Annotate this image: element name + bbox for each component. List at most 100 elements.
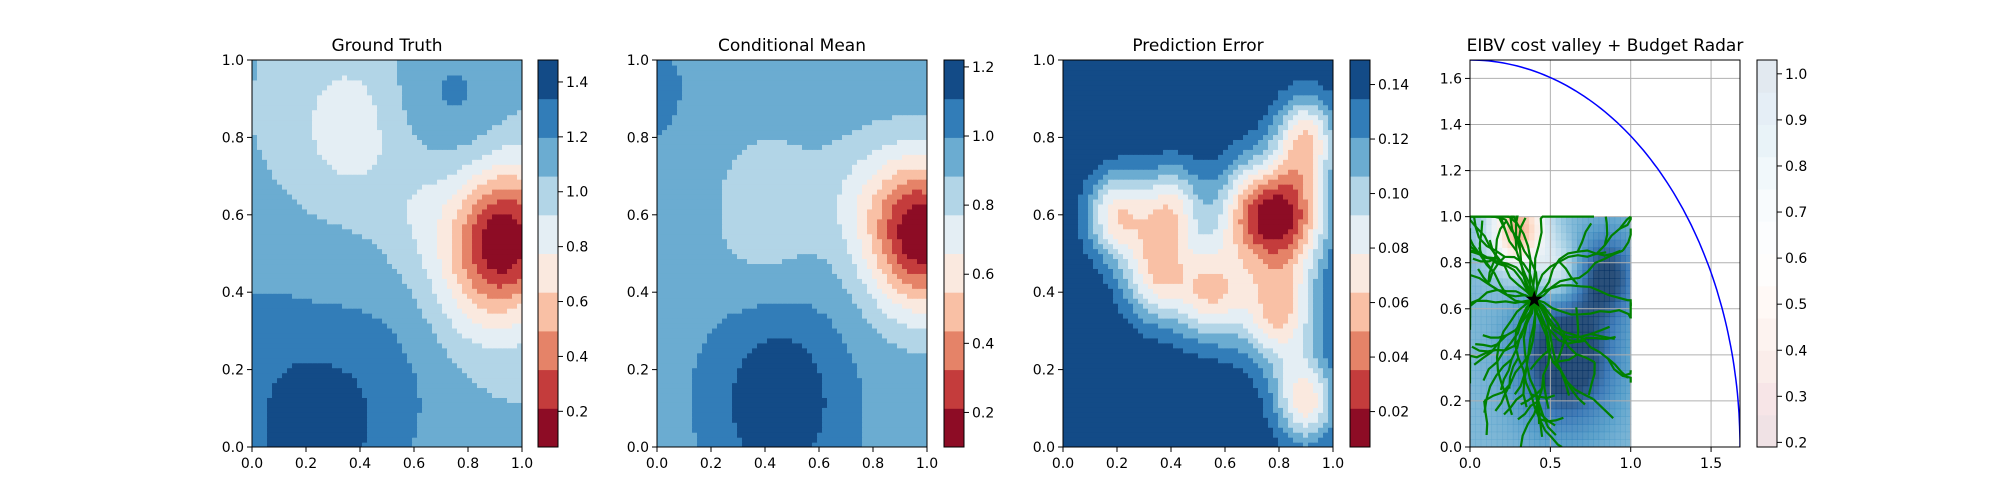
- heatmap-cell: [347, 139, 353, 145]
- heatmap-cell: [262, 79, 268, 86]
- heatmap-cell: [507, 382, 513, 389]
- heatmap-cell: [312, 268, 318, 274]
- heatmap-cell: [417, 298, 423, 304]
- heatmap-cell: [307, 198, 313, 205]
- heatmap-cell: [327, 377, 333, 384]
- heatmap-cell: [352, 174, 358, 180]
- heatmap-cell: [472, 437, 478, 443]
- heatmap-cell: [447, 60, 453, 66]
- heatmap-cell: [367, 263, 373, 269]
- heatmap-cell: [287, 154, 293, 160]
- heatmap-cell: [342, 198, 348, 205]
- heatmap-cell: [462, 223, 468, 230]
- heatmap-cell: [307, 174, 313, 180]
- heatmap-cell: [312, 164, 318, 170]
- heatmap-cell: [482, 422, 488, 428]
- heatmap-cell: [662, 397, 668, 403]
- heatmap-cell: [272, 352, 278, 359]
- heatmap-cell: [447, 99, 453, 106]
- heatmap-cell: [727, 407, 733, 413]
- heatmap-cell: [482, 268, 488, 274]
- heatmap-cell: [282, 60, 288, 66]
- heatmap-cell: [432, 119, 438, 126]
- heatmap-cell: [422, 382, 428, 389]
- heatmap-cell: [792, 382, 798, 389]
- heatmap-cell: [372, 213, 378, 220]
- heatmap-cell: [467, 387, 473, 394]
- heatmap-cell: [512, 332, 518, 339]
- heatmap-cell: [367, 382, 373, 389]
- heatmap-cell: [907, 427, 913, 433]
- heatmap-cell: [407, 159, 413, 165]
- heatmap-cell: [417, 69, 423, 76]
- heatmap-cell: [362, 94, 368, 101]
- heatmap-cell: [322, 89, 328, 96]
- heatmap-cell: [367, 392, 373, 398]
- heatmap-cell: [487, 278, 493, 284]
- heatmap-cell: [502, 213, 508, 220]
- heatmap-cell: [372, 109, 378, 116]
- heatmap-cell: [407, 104, 413, 111]
- heatmap-cell: [282, 208, 288, 215]
- heatmap-cell: [487, 198, 493, 205]
- heatmap-cell: [312, 94, 318, 101]
- heatmap-cell: [347, 377, 353, 384]
- heatmap-cell: [517, 198, 522, 205]
- heatmap-cell: [307, 74, 313, 81]
- heatmap-cell: [267, 278, 273, 284]
- heatmap-cell: [282, 288, 288, 294]
- heatmap-cell: [402, 74, 408, 81]
- heatmap-cell: [307, 377, 313, 384]
- heatmap-cell: [477, 228, 483, 235]
- heatmap-cell: [417, 437, 423, 443]
- heatmap-cell: [922, 387, 927, 394]
- heatmap-cell: [422, 278, 428, 284]
- heatmap-cell: [357, 437, 363, 443]
- heatmap-cell: [462, 154, 468, 160]
- heatmap-cell: [257, 223, 263, 230]
- heatmap-cell: [402, 367, 408, 374]
- heatmap-cell: [407, 179, 413, 185]
- heatmap-cell: [477, 154, 483, 160]
- heatmap-cell: [432, 64, 438, 71]
- heatmap-cell: [787, 387, 793, 394]
- heatmap-cell: [297, 387, 303, 394]
- heatmap-cell: [332, 84, 338, 91]
- heatmap-cell: [462, 268, 468, 274]
- heatmap-cell: [372, 322, 378, 329]
- heatmap-cell: [307, 213, 313, 220]
- heatmap-cell: [432, 308, 438, 314]
- heatmap-cell: [452, 382, 458, 389]
- heatmap-cell: [897, 417, 903, 423]
- heatmap-cell: [252, 208, 258, 215]
- heatmap-cell: [302, 129, 308, 136]
- heatmap-cell: [707, 412, 713, 418]
- heatmap-cell: [912, 392, 918, 398]
- heatmap-cell: [687, 397, 693, 403]
- heatmap-cell: [327, 169, 333, 175]
- heatmap-cell: [467, 258, 473, 265]
- heatmap-cell: [307, 164, 313, 170]
- heatmap-cell: [817, 392, 823, 398]
- heatmap-cell: [377, 342, 383, 349]
- heatmap-cell: [402, 432, 408, 438]
- heatmap-cell: [462, 278, 468, 284]
- heatmap-cell: [302, 303, 308, 309]
- heatmap-cell: [427, 198, 433, 205]
- heatmap-cell: [452, 198, 458, 205]
- heatmap-cell: [817, 407, 823, 413]
- heatmap-cell: [462, 303, 468, 309]
- heatmap-cell: [502, 159, 508, 165]
- heatmap-cell: [397, 362, 403, 369]
- heatmap-cell: [467, 332, 473, 339]
- heatmap-cell: [427, 278, 433, 284]
- heatmap-cell: [467, 352, 473, 359]
- heatmap-cell: [407, 258, 413, 265]
- heatmap-cell: [447, 69, 453, 76]
- heatmap-cell: [472, 79, 478, 86]
- heatmap-cell: [752, 417, 758, 423]
- heatmap-cell: [337, 248, 343, 255]
- heatmap-cell: [447, 437, 453, 443]
- heatmap-cell: [377, 139, 383, 145]
- heatmap-cell: [477, 293, 483, 299]
